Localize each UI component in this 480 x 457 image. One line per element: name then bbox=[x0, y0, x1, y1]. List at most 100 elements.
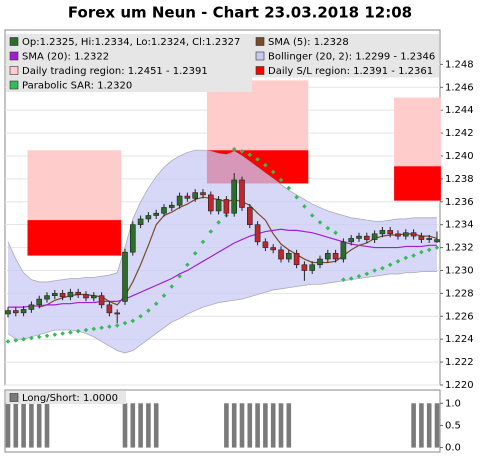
legend-bg bbox=[252, 63, 439, 78]
candle-body bbox=[247, 207, 253, 225]
candle-body bbox=[169, 204, 175, 208]
indicator-line bbox=[8, 228, 437, 308]
sar-dot bbox=[114, 323, 120, 328]
legend-swatch bbox=[9, 66, 19, 75]
candle-body bbox=[402, 232, 409, 237]
candle-body bbox=[285, 253, 292, 260]
legend-bg bbox=[252, 34, 439, 49]
sar-dot bbox=[138, 314, 143, 319]
candle-body bbox=[309, 264, 316, 271]
legend-label: Long/Short: 1.0000 bbox=[22, 393, 118, 404]
bar bbox=[247, 403, 253, 448]
legend-bg bbox=[6, 34, 252, 49]
y-tick-label: 1.238 bbox=[445, 174, 474, 185]
candle-body bbox=[75, 291, 81, 295]
candle-body bbox=[317, 258, 323, 266]
candle-body bbox=[161, 207, 167, 214]
candle-body bbox=[324, 253, 331, 260]
sar-dot bbox=[348, 276, 354, 281]
bar bbox=[13, 403, 19, 448]
bar bbox=[122, 403, 128, 448]
candle-body bbox=[278, 249, 284, 260]
candle-body bbox=[239, 179, 245, 208]
candle-body bbox=[83, 294, 89, 299]
legend-swatch bbox=[9, 393, 19, 402]
candle-body bbox=[20, 309, 27, 314]
sar-dot bbox=[5, 339, 11, 344]
bar bbox=[21, 403, 26, 448]
bar bbox=[255, 403, 260, 448]
sar-dot bbox=[263, 162, 268, 168]
y-tick-label: 1.224 bbox=[445, 334, 474, 345]
candle-body bbox=[137, 218, 144, 225]
candle-body bbox=[122, 251, 128, 302]
bar bbox=[434, 403, 440, 448]
candle-body bbox=[270, 247, 277, 251]
legend-label: Parabolic SAR: 1.2320 bbox=[22, 81, 132, 92]
candle-body bbox=[356, 235, 362, 239]
indicator-line bbox=[39, 196, 438, 308]
sar-dot bbox=[130, 318, 136, 324]
candle-body bbox=[59, 293, 66, 298]
candle-body bbox=[36, 298, 43, 306]
candle-body bbox=[5, 310, 11, 315]
sar-dot bbox=[364, 271, 370, 277]
bar bbox=[153, 403, 159, 448]
y-tick-label: 0.5 bbox=[445, 420, 461, 431]
sar-dot bbox=[419, 249, 424, 255]
bar bbox=[286, 403, 292, 448]
bar bbox=[130, 403, 136, 448]
y-tick-label: 1.244 bbox=[445, 105, 474, 116]
y-tick-label: 1.242 bbox=[445, 128, 474, 139]
region bbox=[206, 80, 309, 151]
candle-body bbox=[44, 295, 50, 300]
bar bbox=[419, 403, 424, 448]
sar-dot bbox=[169, 284, 175, 289]
y-tick-label: 1.220 bbox=[445, 380, 474, 391]
candle-body bbox=[379, 230, 386, 235]
y-tick-label: 1.0 bbox=[445, 398, 461, 409]
candle-body bbox=[51, 293, 58, 296]
candle-body bbox=[262, 241, 269, 248]
bar bbox=[44, 403, 50, 448]
legend-swatch bbox=[255, 51, 265, 61]
candle-body bbox=[215, 199, 222, 212]
sar-dot bbox=[161, 293, 167, 298]
band-line bbox=[7, 149, 437, 283]
band-area bbox=[8, 150, 437, 353]
sar-dot bbox=[177, 273, 182, 279]
legend-swatch bbox=[255, 37, 265, 46]
bar bbox=[278, 403, 284, 448]
candle-body bbox=[348, 238, 355, 243]
candle-body bbox=[192, 192, 198, 199]
sar-dot bbox=[286, 185, 292, 191]
sar-dot bbox=[341, 277, 346, 282]
bar bbox=[263, 403, 268, 448]
y-tick-label: 1.236 bbox=[445, 197, 474, 208]
candle-body bbox=[114, 312, 120, 315]
sar-dot bbox=[434, 245, 440, 250]
bar bbox=[5, 403, 11, 448]
candle-body bbox=[231, 179, 237, 214]
candle-body bbox=[28, 304, 35, 310]
candle-body bbox=[223, 199, 230, 214]
candle-body bbox=[98, 295, 105, 306]
candle-body bbox=[332, 253, 339, 260]
candle-body bbox=[153, 212, 159, 216]
y-tick-label: 1.226 bbox=[445, 311, 474, 322]
y-tick-label: 1.230 bbox=[445, 265, 474, 276]
bar bbox=[270, 403, 276, 448]
legend-swatch bbox=[9, 80, 19, 90]
candle-body bbox=[426, 238, 433, 240]
region bbox=[27, 150, 122, 221]
candle-body bbox=[200, 192, 206, 196]
candle-body bbox=[301, 264, 308, 271]
legend-bg bbox=[6, 48, 252, 63]
sar-dot bbox=[387, 262, 393, 268]
legend-label: Daily trading region: 1.2451 - 1.2391 bbox=[22, 66, 208, 77]
candle-body bbox=[293, 253, 300, 266]
legend-label: SMA (5): 1.2328 bbox=[268, 37, 349, 48]
candle-body bbox=[130, 224, 136, 253]
candle-body bbox=[340, 241, 347, 260]
